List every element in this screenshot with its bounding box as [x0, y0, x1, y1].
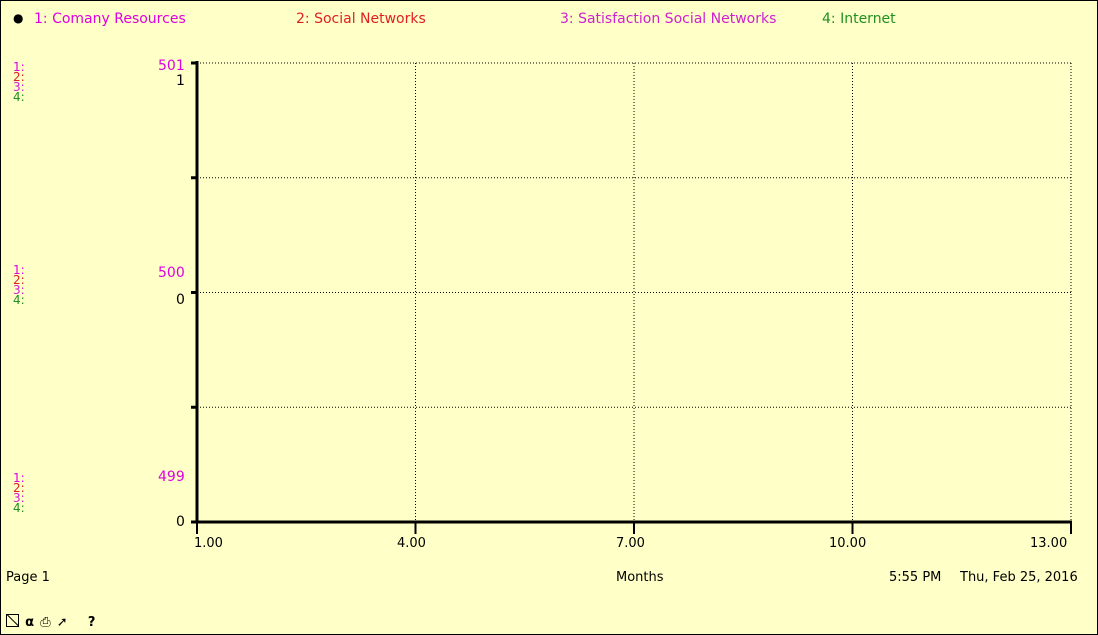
x-tick-4: 10.00 [829, 536, 866, 552]
x-tick-5: 13.00 [1030, 536, 1067, 552]
help-button[interactable]: ? [88, 615, 96, 631]
x-tick-3: 7.00 [616, 536, 645, 552]
grid-lines [197, 63, 1071, 522]
x-axis-label: Months [616, 570, 664, 586]
scale-icon[interactable] [6, 614, 19, 627]
wand-icon[interactable]: ➚ [57, 615, 68, 631]
timestamp-time: 5:55 PM [889, 570, 941, 586]
x-tick-2: 4.00 [397, 536, 426, 552]
axes [191, 61, 1072, 534]
page-label: Page 1 [6, 570, 50, 586]
timestamp-date: Thu, Feb 25, 2016 [960, 570, 1078, 586]
bottom-toolbar: α ⎙ ➚ ? [6, 614, 97, 631]
lock-icon[interactable]: α [25, 615, 34, 631]
print-icon[interactable]: ⎙ [40, 615, 50, 631]
x-tick-1: 1.00 [194, 536, 223, 552]
